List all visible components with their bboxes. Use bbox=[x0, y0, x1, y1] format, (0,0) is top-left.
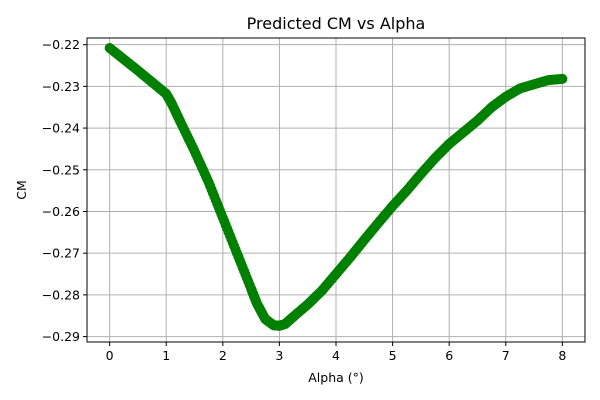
x-tick-label: 7 bbox=[502, 348, 510, 363]
y-tick-label: −0.28 bbox=[42, 287, 80, 302]
x-tick-label: 2 bbox=[219, 348, 227, 363]
x-tick-label: 4 bbox=[332, 348, 340, 363]
grid bbox=[87, 38, 585, 342]
y-tick-label: −0.24 bbox=[42, 121, 80, 136]
x-tick-label: 5 bbox=[389, 348, 397, 363]
x-tick-label: 8 bbox=[558, 348, 566, 363]
y-tick-label: −0.22 bbox=[42, 37, 80, 52]
x-tick-label: 1 bbox=[162, 348, 170, 363]
y-tick-label: −0.29 bbox=[42, 329, 80, 344]
chart-title: Predicted CM vs Alpha bbox=[247, 14, 426, 33]
y-axis-label: CM bbox=[14, 180, 29, 200]
x-tick-label: 6 bbox=[445, 348, 453, 363]
x-tick-label: 3 bbox=[275, 348, 283, 363]
x-axis-ticks: 0 1 2 3 4 5 6 7 8 bbox=[106, 342, 566, 363]
y-tick-label: −0.27 bbox=[42, 246, 80, 261]
data-points bbox=[104, 43, 568, 331]
x-tick-label: 0 bbox=[106, 348, 114, 363]
y-tick-label: −0.26 bbox=[42, 204, 80, 219]
data-point bbox=[557, 73, 568, 84]
y-tick-label: −0.25 bbox=[42, 162, 80, 177]
x-axis-label: Alpha (°) bbox=[308, 370, 364, 385]
y-axis-ticks: −0.22 −0.23 −0.24 −0.25 −0.26 −0.27 −0.28 −0.29 bbox=[42, 37, 87, 344]
y-tick-label: −0.23 bbox=[42, 79, 80, 94]
